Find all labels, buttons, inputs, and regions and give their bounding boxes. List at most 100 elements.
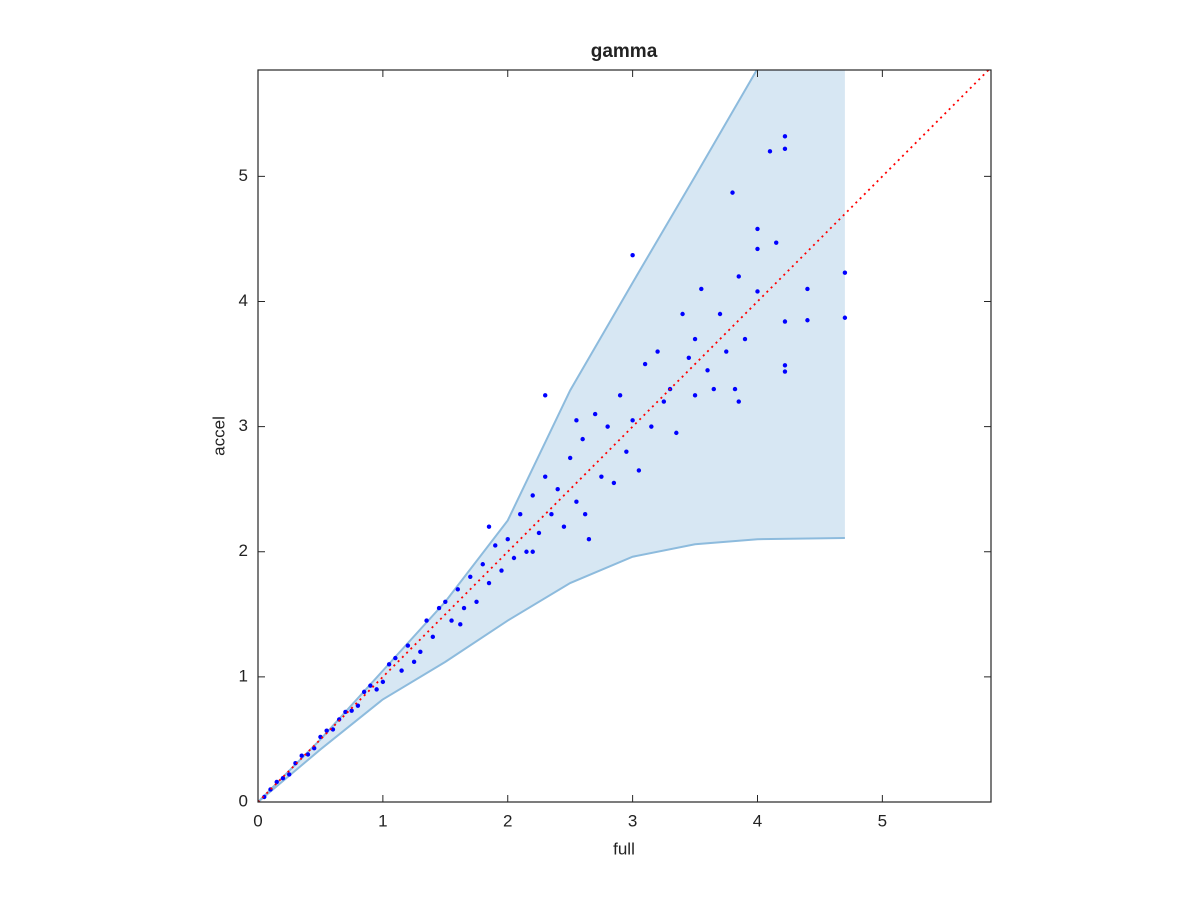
point: [730, 190, 735, 195]
point: [782, 146, 788, 152]
point: [449, 618, 454, 623]
y-tick-label: 5: [239, 166, 248, 185]
point: [611, 480, 617, 486]
point: [561, 524, 567, 529]
band-upper-edge: [258, 70, 758, 802]
point: [805, 318, 810, 323]
point: [393, 655, 398, 661]
point: [455, 587, 460, 592]
point: [842, 315, 848, 320]
point: [524, 549, 529, 554]
x-tick-label: 0: [253, 811, 262, 830]
point: [711, 386, 716, 392]
point: [505, 537, 510, 542]
point: [305, 752, 311, 757]
x-tick-label: 1: [378, 811, 387, 830]
point: [355, 703, 361, 708]
point: [380, 679, 386, 685]
point: [617, 393, 623, 398]
point: [536, 530, 542, 536]
point: [755, 289, 760, 294]
point: [586, 537, 592, 542]
band-lower-edge: [258, 536, 845, 802]
point: [842, 270, 848, 275]
point: [755, 226, 760, 232]
point: [736, 274, 741, 279]
point: [461, 605, 467, 611]
point: [555, 486, 560, 492]
point: [686, 355, 692, 360]
x-tick-label: 3: [628, 811, 637, 830]
point: [774, 240, 779, 245]
point: [717, 311, 723, 317]
point: [499, 568, 504, 573]
y-tick-label: 2: [239, 541, 248, 560]
point: [805, 286, 810, 292]
point: [636, 468, 642, 473]
y-tick-label: 1: [239, 666, 248, 685]
x-tick-label: 5: [878, 811, 887, 830]
axes-box: [257, 69, 992, 803]
point: [458, 622, 463, 627]
point: [767, 149, 773, 154]
point: [742, 336, 748, 342]
point: [474, 599, 479, 604]
point: [630, 418, 635, 423]
point: [736, 399, 741, 404]
point: [574, 418, 579, 423]
point: [386, 662, 392, 667]
point: [782, 369, 788, 374]
x-tick-label: 4: [753, 811, 762, 830]
point: [361, 689, 367, 695]
y-axis-label: accel: [209, 416, 228, 456]
point: [486, 580, 492, 586]
point: [443, 599, 448, 604]
point: [374, 687, 379, 692]
x-tick-label: 2: [503, 811, 512, 830]
point: [655, 349, 660, 354]
point: [592, 411, 598, 417]
point: [705, 368, 710, 373]
point: [399, 668, 404, 673]
point: [518, 512, 523, 517]
point: [468, 574, 473, 579]
point: [349, 708, 354, 713]
point: [299, 753, 304, 758]
reference-line: [258, 70, 990, 802]
point: [424, 618, 429, 623]
point: [699, 286, 704, 292]
chart-title: gamma: [591, 41, 658, 62]
point: [649, 424, 654, 429]
point: [530, 549, 535, 554]
point: [574, 499, 579, 504]
point: [605, 424, 610, 429]
point: [582, 512, 588, 517]
point: [311, 745, 317, 751]
y-tick-label: 4: [239, 291, 248, 310]
point: [543, 393, 548, 398]
point: [405, 643, 411, 648]
point: [624, 449, 629, 454]
point: [549, 512, 554, 517]
x-axis-label: full: [613, 839, 635, 858]
point: [530, 493, 535, 498]
plot-area: [258, 70, 990, 802]
y-tick-label: 0: [239, 791, 248, 810]
point: [782, 319, 788, 324]
point: [630, 252, 635, 258]
point: [692, 393, 698, 398]
point: [674, 430, 679, 436]
point: [724, 349, 729, 354]
point: [642, 361, 648, 367]
point: [755, 246, 760, 252]
point: [436, 605, 442, 611]
band-area: [258, 70, 845, 802]
point: [782, 134, 788, 139]
point: [680, 311, 685, 317]
point: [580, 436, 585, 442]
point: [411, 659, 417, 665]
point: [287, 772, 292, 777]
point: [430, 634, 436, 640]
point: [343, 709, 348, 715]
